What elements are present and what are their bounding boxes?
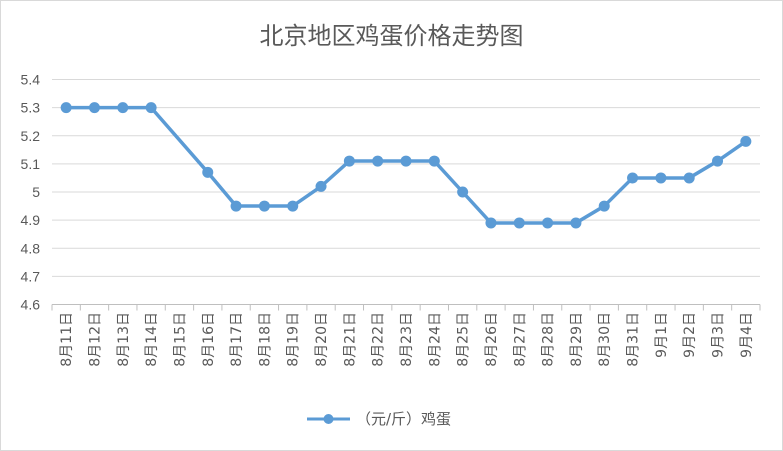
- data-point: [258, 200, 270, 212]
- data-point: [627, 172, 639, 184]
- y-tick-label: 4.8: [21, 240, 41, 256]
- data-point: [513, 217, 525, 229]
- data-point: [372, 155, 384, 167]
- data-point: [315, 180, 327, 192]
- data-point: [570, 217, 582, 229]
- data-point: [202, 166, 214, 178]
- data-point: [230, 200, 242, 212]
- data-point: [655, 172, 667, 184]
- x-tick-label: 8月14日: [144, 312, 160, 367]
- y-axis-ticks: 5.4 5.3 5.2 5.1 5 4.9 4.8 4.7 4.6: [21, 72, 41, 313]
- data-point: [400, 155, 412, 167]
- x-tick-label: 8月16日: [201, 312, 217, 367]
- data-point: [88, 102, 100, 114]
- gridlines: [52, 79, 760, 277]
- data-point: [60, 102, 72, 114]
- x-tick-label: 8月21日: [342, 312, 358, 367]
- x-tick-label: 8月26日: [484, 312, 500, 367]
- y-tick-label: 5: [32, 184, 40, 200]
- x-tick-label: 8月19日: [286, 312, 302, 367]
- data-point: [712, 155, 724, 167]
- y-tick-label: 5.1: [21, 156, 41, 172]
- data-point: [145, 102, 157, 114]
- data-point: [428, 155, 440, 167]
- x-tick-label: 8月28日: [541, 312, 557, 367]
- x-tick-label: 8月22日: [371, 312, 387, 367]
- data-point: [598, 200, 610, 212]
- y-tick-label: 4.7: [21, 268, 41, 284]
- x-axis-ticks: 8月11日 8月12日 8月13日 8月14日 8月15日 8月16日 8月17日 8月18日…: [59, 312, 755, 367]
- x-tick-label: 8月17日: [229, 312, 245, 367]
- data-point: [740, 135, 752, 147]
- x-tick-label: 8月25日: [456, 312, 472, 367]
- x-tick-label: 8月13日: [116, 312, 132, 367]
- x-tick-label: 8月23日: [399, 312, 415, 367]
- data-point: [485, 217, 497, 229]
- chart-title: 北京地区鸡蛋价格走势图: [260, 22, 524, 50]
- data-point: [683, 172, 695, 184]
- y-tick-label: 4.9: [21, 212, 41, 228]
- x-tick-label: 8月31日: [626, 312, 642, 367]
- x-tick-label: 8月27日: [512, 312, 528, 367]
- x-tick-label: 8月18日: [257, 312, 273, 367]
- data-point: [343, 155, 355, 167]
- legend: （元/斤）鸡蛋: [307, 410, 451, 428]
- y-tick-label: 4.6: [21, 297, 41, 313]
- data-point: [457, 186, 469, 198]
- x-tick-label: 8月11日: [59, 312, 75, 367]
- x-tick-label: 8月30日: [597, 312, 613, 367]
- x-tick-label: 9月4日: [739, 312, 755, 358]
- x-tick-label: 9月2日: [682, 312, 698, 358]
- x-tick-label: 9月1日: [654, 312, 670, 358]
- x-tick-label: 8月12日: [87, 312, 103, 367]
- data-point: [117, 102, 129, 114]
- data-point: [542, 217, 554, 229]
- x-tick-label: 8月24日: [427, 312, 443, 367]
- x-tick-label: 9月3日: [711, 312, 727, 358]
- x-tick-label: 8月20日: [314, 312, 330, 367]
- y-tick-label: 5.4: [21, 72, 41, 88]
- legend-marker-swatch: [323, 414, 334, 424]
- y-tick-label: 5.3: [21, 100, 41, 116]
- series-group: [60, 102, 752, 229]
- legend-label: （元/斤）鸡蛋: [356, 410, 451, 428]
- y-tick-label: 5.2: [21, 128, 41, 144]
- x-tick-label: 8月15日: [172, 312, 188, 367]
- x-tick-label: 8月29日: [569, 312, 585, 367]
- x-axis: [51, 304, 761, 311]
- data-point: [287, 200, 299, 212]
